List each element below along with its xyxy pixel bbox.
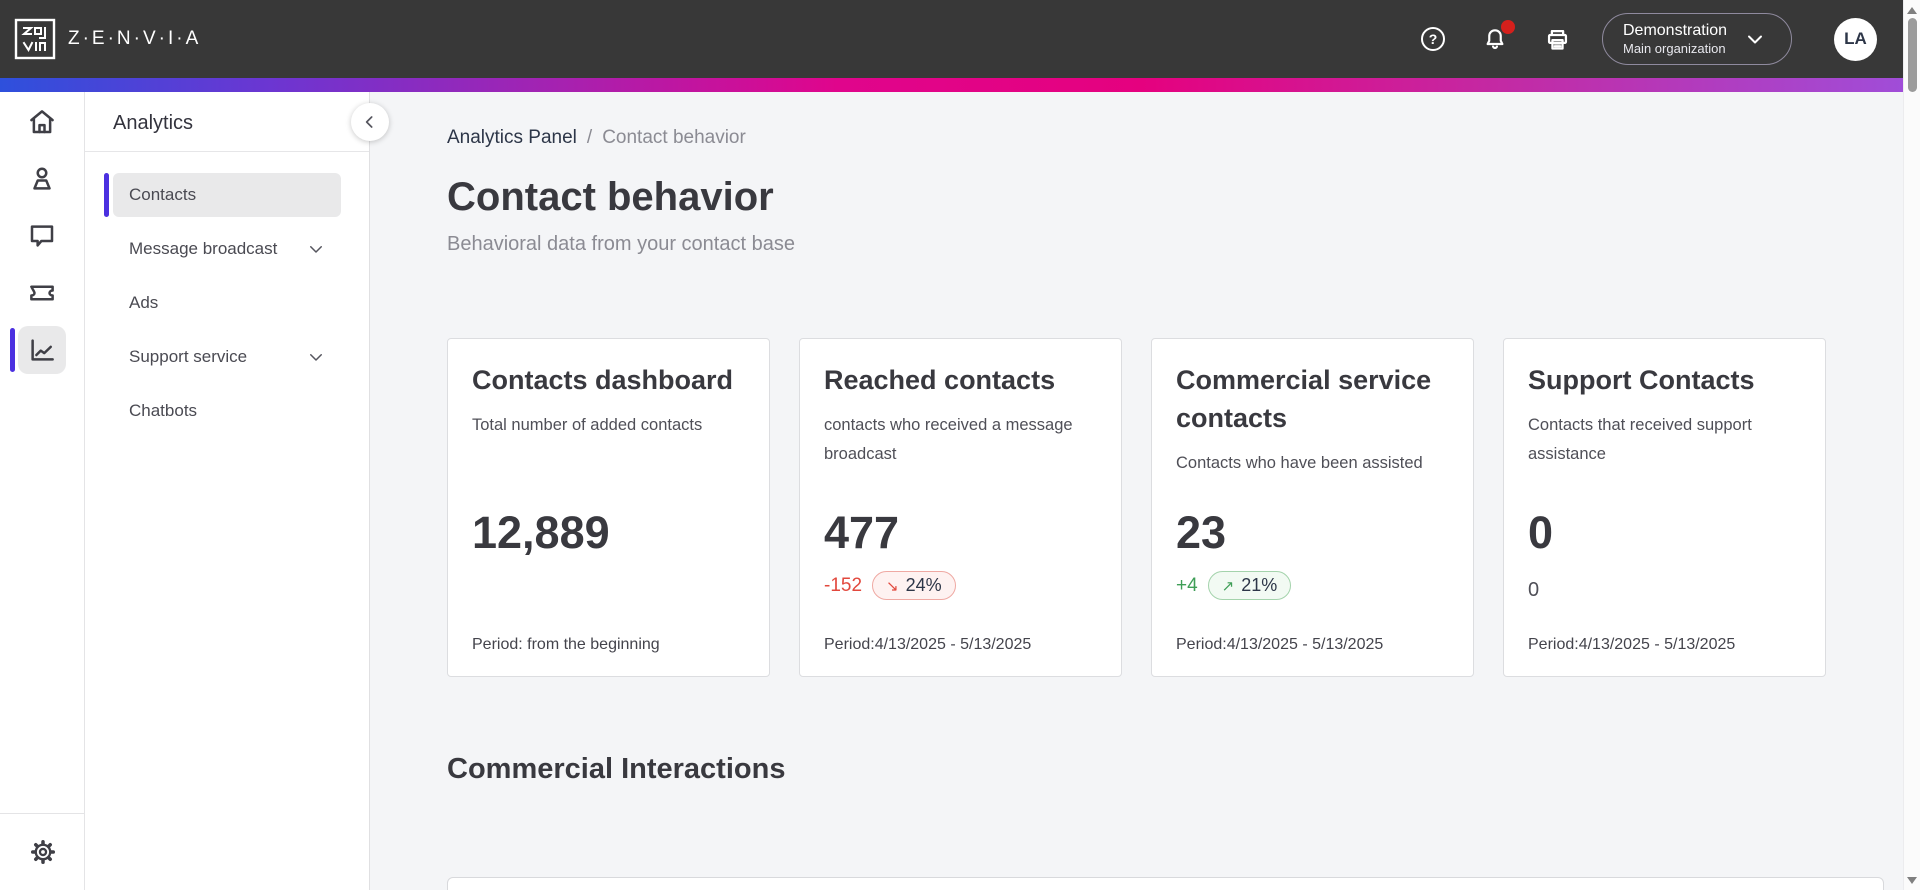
zenvia-logo-icon	[14, 18, 56, 60]
sidebar-title: Analytics	[113, 112, 194, 134]
brand-wordmark: Z·E·N·V·I·A	[68, 28, 202, 49]
breadcrumb-separator: /	[586, 127, 593, 148]
sidebar-item-label: Contacts	[129, 185, 197, 204]
page-title: Contact behavior	[447, 175, 774, 219]
notification-badge-dot	[1501, 20, 1515, 34]
sidebar-divider	[85, 151, 369, 152]
icon-rail	[0, 92, 85, 890]
rail-item-conversations[interactable]	[18, 212, 66, 260]
card-value: 477	[824, 507, 900, 558]
active-indicator	[104, 173, 109, 217]
card-secondary-value: 0	[1528, 579, 1540, 601]
vertical-scrollbar[interactable]	[1903, 0, 1920, 890]
rail-item-tickets[interactable]	[18, 269, 66, 317]
trend-badge-up: ↗ 21%	[1207, 571, 1292, 600]
sidebar-item-label: Message broadcast	[129, 239, 278, 258]
section-title-commercial-interactions: Commercial Interactions	[447, 753, 786, 785]
line-chart-icon	[31, 339, 54, 361]
sidebar-item-label: Chatbots	[129, 401, 198, 420]
card-period: Period:4/13/2025 - 5/13/2025	[1528, 636, 1736, 653]
user-avatar[interactable]: LA	[1834, 17, 1877, 61]
card-subtitle: Total number of added contacts	[472, 416, 703, 434]
gear-icon	[30, 839, 55, 865]
sidebar-item-label: Ads	[129, 293, 159, 312]
card-period: Period:4/13/2025 - 5/13/2025	[824, 636, 1032, 653]
organization-switcher[interactable]: Demonstration Main organization	[1602, 13, 1792, 65]
kpi-cards-row: Contacts dashboard Total number of added…	[447, 338, 1903, 677]
sidebar-item-ads[interactable]: Ads	[113, 281, 341, 325]
breadcrumb: Analytics Panel / Contact behavior	[447, 125, 1903, 151]
card-title: Reached contacts	[824, 365, 1056, 395]
breadcrumb-analytics-panel[interactable]: Analytics Panel	[447, 127, 577, 148]
card-reached-contacts: Reached contacts contacts who received a…	[799, 338, 1122, 677]
organization-name: Demonstration	[1623, 21, 1728, 39]
card-title: Commercial service contacts	[1176, 365, 1432, 433]
sidebar-item-label: Support service	[129, 347, 248, 366]
help-icon[interactable]: ?	[1418, 24, 1448, 54]
card-support-contacts: Support Contacts Contacts that received …	[1503, 338, 1826, 677]
home-icon	[30, 110, 54, 134]
delta-value: -152	[824, 574, 863, 596]
person-icon	[33, 167, 51, 190]
arrow-down-right-icon: ↘	[886, 577, 899, 595]
topbar: Z·E·N·V·I·A ?	[0, 0, 1903, 78]
card-period: Period: from the beginning	[472, 636, 660, 653]
card-title: Contacts dashboard	[472, 365, 734, 395]
sidebar-item-message-broadcast[interactable]: Message broadcast	[113, 227, 341, 271]
active-indicator	[10, 328, 15, 372]
delta-row: +4 ↗ 21%	[1176, 571, 1292, 600]
chevron-down-icon	[307, 348, 325, 366]
card-title: Support Contacts	[1528, 365, 1755, 395]
card-subtitle: contacts who received a message broadcas…	[824, 416, 1073, 463]
chat-bubble-icon	[30, 225, 54, 247]
chevron-down-icon	[1748, 35, 1763, 44]
delta-percent: 24%	[905, 575, 942, 595]
card-commercial-service-contacts: Commercial service contacts Contacts who…	[1151, 338, 1474, 677]
commercial-interactions-panel	[447, 877, 1884, 890]
card-value: 0	[1528, 507, 1554, 558]
card-period: Period:4/13/2025 - 5/13/2025	[1176, 636, 1384, 653]
analytics-sidebar: Analytics Contacts Message broadcast Ads	[85, 92, 370, 890]
main-content: Analytics Panel / Contact behavior Conta…	[370, 92, 1903, 890]
rail-item-home[interactable]	[18, 98, 66, 146]
organization-subtitle: Main organization	[1623, 40, 1726, 56]
topbar-actions: ? Demonstration Ma	[1386, 13, 1877, 65]
printer-icon[interactable]	[1542, 24, 1572, 54]
card-value: 12,889	[472, 507, 610, 558]
scrollbar-down-arrow[interactable]	[1907, 877, 1917, 884]
delta-row: -152 ↘ 24%	[824, 571, 956, 600]
card-value: 23	[1176, 507, 1227, 558]
breadcrumb-current: Contact behavior	[602, 127, 746, 148]
card-contacts-dashboard: Contacts dashboard Total number of added…	[447, 338, 770, 677]
arrow-up-right-icon: ↗	[1221, 577, 1235, 595]
sidebar-item-contacts[interactable]: Contacts	[104, 173, 341, 217]
sidebar-collapse-button[interactable]	[351, 103, 389, 141]
scrollbar-up-arrow[interactable]	[1907, 7, 1917, 14]
content-shell: Analytics Contacts Message broadcast Ads	[0, 92, 1903, 890]
ticket-icon	[30, 285, 54, 301]
brand-gradient-bar	[0, 78, 1903, 92]
rail-item-contacts[interactable]	[18, 155, 66, 203]
notifications-bell-icon[interactable]	[1480, 20, 1515, 54]
delta-value: +4	[1176, 574, 1198, 596]
chevron-down-icon	[307, 240, 325, 258]
delta-percent: 21%	[1241, 575, 1278, 595]
chevron-left-icon	[365, 116, 373, 128]
card-subtitle: Contacts who have been assisted	[1176, 454, 1423, 472]
sidebar-item-chatbots[interactable]: Chatbots	[113, 389, 341, 433]
trend-badge-down: ↘ 24%	[872, 571, 956, 600]
card-subtitle: Contacts that received support assistanc…	[1528, 416, 1752, 463]
page-subtitle: Behavioral data from your contact base	[447, 233, 795, 255]
sidebar-item-support-service[interactable]: Support service	[113, 335, 341, 379]
rail-item-analytics[interactable]	[10, 326, 66, 374]
sidebar-menu: Contacts Message broadcast Ads Support s…	[85, 152, 369, 433]
rail-item-settings[interactable]	[19, 828, 67, 876]
scrollbar-thumb[interactable]	[1908, 18, 1917, 92]
zenvia-brand: Z·E·N·V·I·A	[14, 18, 201, 60]
